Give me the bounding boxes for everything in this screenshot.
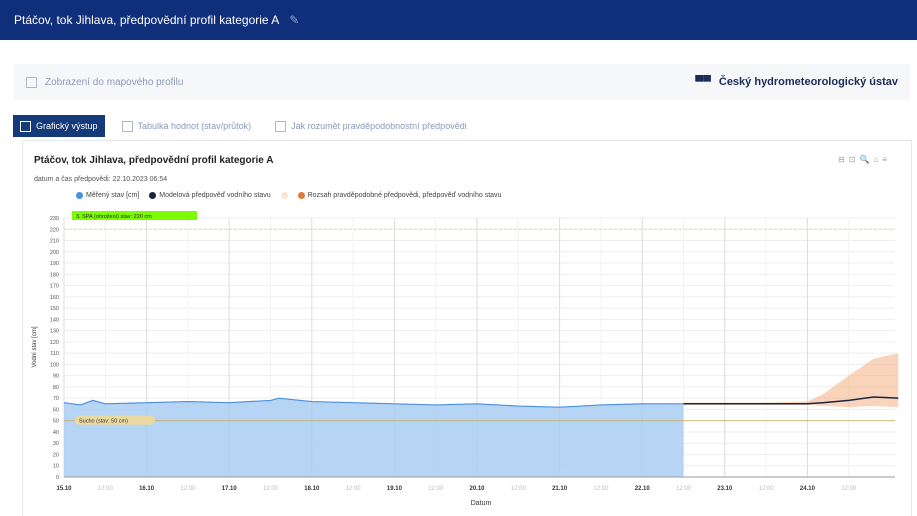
x-tick-label: 12:00 xyxy=(593,486,609,492)
y-tick-label: 50 xyxy=(53,419,59,425)
y-tick-label: 130 xyxy=(50,329,59,335)
x-tick-label: 12:00 xyxy=(428,486,444,492)
chart-icon xyxy=(20,120,31,132)
x-axis-title: Datum xyxy=(471,500,492,507)
legend-label: Modelová předpověď vodního stavu xyxy=(159,192,271,199)
tab-label: Tabulka hodnot (stav/průtok) xyxy=(137,121,252,131)
y-tick-label: 200 xyxy=(50,250,59,256)
x-tick-label: 12:00 xyxy=(759,486,775,492)
y-tick-label: 60 xyxy=(53,407,59,413)
x-tick-label: 24.10 xyxy=(800,486,816,492)
measured-area xyxy=(64,398,684,477)
legend-band-light[interactable] xyxy=(280,192,288,199)
y-tick-label: 160 xyxy=(50,295,59,301)
y-tick-label: 180 xyxy=(50,272,59,278)
x-tick-label: 17.10 xyxy=(222,486,238,492)
y-tick-label: 30 xyxy=(53,441,59,447)
chart-card xyxy=(22,140,912,516)
y-tick-label: 140 xyxy=(50,317,59,323)
map-profile-link[interactable]: Zobrazení do mapového profilu xyxy=(26,76,184,88)
tab-help[interactable]: Jak rozumět pravděpodobnostní předpovědi xyxy=(268,115,474,137)
tab-label: Grafický výstup xyxy=(36,121,98,131)
y-tick-label: 20 xyxy=(53,452,59,458)
x-tick-label: 12:00 xyxy=(676,486,692,492)
y-axis-title: Vodní stav [cm] xyxy=(32,326,38,367)
tab-label: Jak rozumět pravděpodobnostní předpovědi xyxy=(291,121,467,131)
x-tick-label: 18.10 xyxy=(304,486,320,492)
legend-measured[interactable]: Měřený stav [cm] xyxy=(76,192,139,199)
x-tick-label: 15.10 xyxy=(56,486,72,492)
y-tick-label: 70 xyxy=(53,396,59,402)
org-name: Český hydrometeorologický ústav xyxy=(718,76,898,88)
forecast-band xyxy=(683,353,899,408)
y-tick-label: 80 xyxy=(53,385,59,391)
map-link-label: Zobrazení do mapového profilu xyxy=(45,76,184,88)
legend-band[interactable]: Rozsah pravděpodobné předpovědi, předpov… xyxy=(297,192,502,199)
y-tick-label: 230 xyxy=(50,216,59,222)
y-tick-label: 120 xyxy=(50,340,59,346)
x-tick-label: 12:00 xyxy=(263,486,279,492)
y-tick-label: 100 xyxy=(50,362,59,368)
x-tick-label: 22.10 xyxy=(635,486,651,492)
help-icon xyxy=(275,120,287,132)
y-tick-label: 40 xyxy=(53,430,59,436)
y-tick-label: 90 xyxy=(53,374,59,380)
drought-label: Sucho (stav: 50 cm) xyxy=(79,419,128,425)
x-tick-label: 19.10 xyxy=(387,486,403,492)
table-icon xyxy=(121,120,133,132)
x-tick-label: 12:00 xyxy=(511,486,527,492)
measured-line xyxy=(63,397,684,408)
x-tick-label: 20.10 xyxy=(469,486,485,492)
spa-label: 3. SPA (ohrožení) stav: 220 cm xyxy=(76,214,152,220)
x-tick-label: 21.10 xyxy=(552,486,568,492)
drought-label-bg xyxy=(75,415,155,425)
y-tick-label: 10 xyxy=(53,464,59,470)
legend-label: Rozsah pravděpodobné předpovědi, předpov… xyxy=(307,192,502,199)
legend-forecast[interactable]: Modelová předpověď vodního stavu xyxy=(149,192,271,199)
page-title: Ptáčov, tok Jihlava, předpovědní profil … xyxy=(14,13,280,27)
y-tick-label: 220 xyxy=(50,227,59,233)
legend-label: Měřený stav [cm] xyxy=(86,192,140,199)
y-tick-label: 210 xyxy=(50,239,59,245)
y-tick-label: 150 xyxy=(50,306,59,312)
y-tick-label: 110 xyxy=(50,351,59,357)
tab-graph[interactable]: Grafický výstup xyxy=(13,115,105,137)
pencil-icon[interactable]: ✎ xyxy=(289,13,300,27)
info-bar: Zobrazení do mapového profilu ▀▀ Český hy… xyxy=(14,64,910,100)
y-tick-label: 170 xyxy=(50,284,59,290)
legend: Měřený stav [cm] Modelová předpověď vodn… xyxy=(76,192,501,199)
x-tick-label: 23.10 xyxy=(717,486,733,492)
y-tick-label: 0 xyxy=(56,475,59,481)
spa-label-bg xyxy=(72,211,197,220)
chart-title: Ptáčov, tok Jihlava, předpovědní profil … xyxy=(34,155,274,166)
x-tick-label: 12:00 xyxy=(98,486,114,492)
map-icon xyxy=(26,76,37,88)
x-tick-label: 16.10 xyxy=(139,486,155,492)
x-tick-label: 12:00 xyxy=(180,486,196,492)
chart-subtitle: datum a čas předpovědi: 22.10.2023 06:54 xyxy=(34,176,168,183)
forecast-line xyxy=(683,396,899,405)
chmi-logo[interactable]: ▀▀ Český hydrometeorologický ústav xyxy=(695,76,898,88)
x-tick-label: 12:00 xyxy=(841,486,857,492)
y-tick-label: 190 xyxy=(50,261,59,267)
top-bar: Ptáčov, tok Jihlava, předpovědní profil … xyxy=(0,0,917,40)
tab-table[interactable]: Tabulka hodnot (stav/průtok) xyxy=(115,115,259,137)
chmi-icon: ▀▀ xyxy=(695,76,711,88)
chart-toolbar[interactable]: ⊟⊡🔍⌂≡ xyxy=(838,155,891,164)
x-tick-label: 12:00 xyxy=(346,486,362,492)
